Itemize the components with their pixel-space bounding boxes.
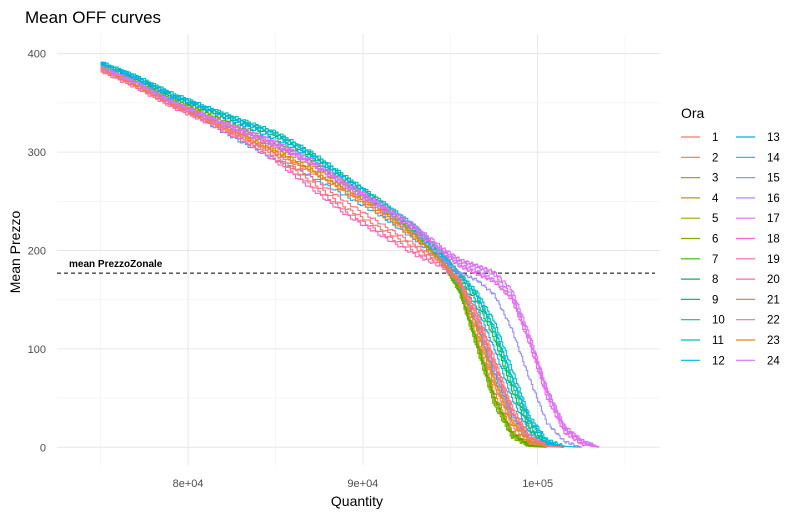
legend-label-13: 13 [767,132,780,144]
legend-label-18: 18 [767,234,780,246]
series-line-4 [100,65,547,448]
legend-label-17: 17 [767,213,780,225]
y-tick-label: 100 [28,344,46,356]
y-axis-ticks: 0 100 200 300 400 [28,49,46,455]
series-line-6 [100,65,547,448]
legend-label-1: 1 [712,132,718,144]
legend-label-15: 15 [767,173,780,185]
legend-label-7: 7 [712,254,718,266]
series-line-16 [100,67,600,448]
series-line-17 [100,68,600,448]
legend-label-22: 22 [767,315,780,327]
legend-label-20: 20 [767,274,780,286]
series-line-23 [100,67,547,448]
legend-label-4: 4 [712,193,719,205]
legend-title: Ora [681,105,705,121]
plot-grid [57,34,660,465]
reference-line-label: mean PrezzoZonale [69,259,163,270]
y-tick-label: 0 [40,442,46,454]
legend-label-9: 9 [712,294,718,306]
series-line-18 [100,67,600,448]
reference-line-group: mean PrezzoZonale [57,259,655,274]
legend-label-8: 8 [712,274,718,286]
y-tick-label: 400 [28,49,46,61]
legend-label-19: 19 [767,254,780,266]
legend-label-23: 23 [767,335,780,347]
x-tick-label: 9e+04 [347,478,378,490]
series-line-13 [100,62,565,448]
series-line-7 [100,62,547,448]
legend-label-24: 24 [767,355,780,367]
legend-label-6: 6 [712,234,718,246]
legend-label-3: 3 [712,173,718,185]
series-line-10 [100,61,565,448]
y-tick-label: 300 [28,147,46,159]
y-axis-title: Mean Prezzo [7,211,23,294]
series-line-9 [100,62,565,448]
x-tick-label: 1e+05 [522,478,553,490]
series-lines [100,61,600,448]
series-line-2 [100,65,547,448]
legend: Ora 123456789101112131415161718192021222… [681,105,780,367]
series-line-1 [100,67,547,448]
series-line-24 [100,66,600,448]
x-tick-label: 8e+04 [173,478,204,490]
legend-label-16: 16 [767,193,780,205]
legend-label-10: 10 [712,315,725,327]
legend-label-11: 11 [712,335,724,347]
y-tick-label: 200 [28,245,46,257]
legend-label-12: 12 [712,355,725,367]
series-line-5 [100,64,547,448]
legend-label-5: 5 [712,213,718,225]
series-line-12 [100,61,565,448]
legend-label-21: 21 [767,294,780,306]
series-line-3 [100,66,547,448]
chart-title: Mean OFF curves [25,8,161,27]
legend-label-14: 14 [767,152,780,164]
x-axis-ticks: 8e+04 9e+04 1e+05 [173,478,553,490]
x-axis-title: Quantity [331,493,383,509]
legend-label-2: 2 [712,152,718,164]
